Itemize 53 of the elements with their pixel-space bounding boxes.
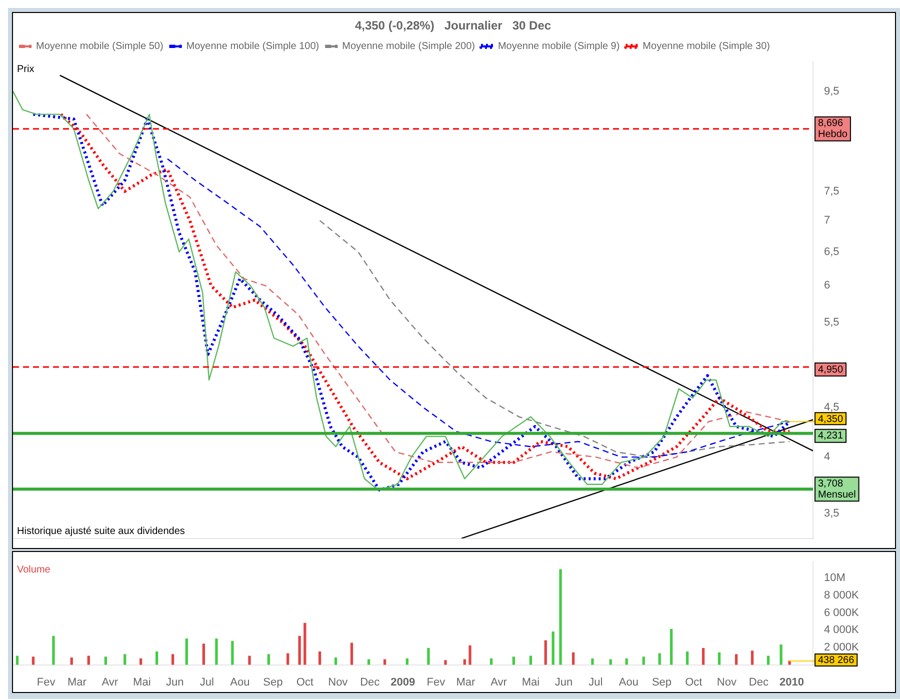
ref-line-label: 3,708 Mensuel <box>818 478 856 500</box>
x-tick-label: Dec <box>360 676 380 688</box>
y-tick-label: 6 <box>824 280 830 292</box>
legend-label: Moyenne mobile (Simple 200) <box>342 41 475 52</box>
y-tick-label: 10M <box>824 572 846 584</box>
ref-line-label: 8,696 Hebdo <box>818 118 848 140</box>
y-tick-label: 2 000K <box>824 641 860 654</box>
y-tick-label: 9,5 <box>824 85 840 98</box>
x-tick-label: Jun <box>554 676 573 688</box>
annotation: Historique ajusté suite aux dividendes <box>17 526 185 538</box>
x-tick-label: Mar <box>456 676 476 688</box>
y-tick-label: 7 <box>824 214 830 227</box>
y-tick-label: 7,5 <box>824 185 840 198</box>
y-tick-label: 4 <box>824 451 830 464</box>
ref-line-label: 4,231 <box>818 430 844 442</box>
x-tick-label: Aou <box>230 676 250 688</box>
legend-label: Moyenne mobile (Simple 30) <box>642 41 770 52</box>
y-tick-label: 4,5 <box>824 401 840 414</box>
x-tick-label: Sep <box>263 676 283 688</box>
x-tick-label: Avr <box>102 676 118 688</box>
x-tick-label: Mai <box>133 676 151 688</box>
y-tick-label: 6,5 <box>824 246 840 258</box>
y-axis-title: Volume <box>17 564 51 576</box>
legend-label: Moyenne mobile (Simple 50) <box>36 41 164 52</box>
x-tick-label: 2009 <box>390 676 416 688</box>
x-tick-label: Fev <box>426 676 446 688</box>
y-tick-label: 3,5 <box>824 508 840 520</box>
x-tick-label: Fev <box>36 676 56 688</box>
annotation: 4,350 <box>818 414 844 425</box>
y-tick-label: 6 000K <box>824 606 860 619</box>
y-tick-label: 4 000K <box>824 624 860 636</box>
ref-line-label: 4,950 <box>818 364 844 376</box>
x-tick-label: Oct <box>685 676 702 688</box>
x-tick-label: Jul <box>588 676 603 688</box>
y-tick-label: 5,5 <box>824 316 840 329</box>
x-tick-label: Aou <box>618 676 638 688</box>
x-tick-label: Oct <box>296 676 314 688</box>
x-tick-label: Nov <box>716 676 737 688</box>
x-tick-label: Avr <box>490 676 508 688</box>
x-tick-label: Mar <box>67 676 87 688</box>
x-tick-label: Sep <box>652 676 672 688</box>
legend-label: Moyenne mobile (Simple 100) <box>186 41 320 52</box>
x-tick-label: Nov <box>328 676 348 688</box>
annotation: 438 266 <box>818 655 855 666</box>
x-tick-label: Jun <box>166 676 184 688</box>
x-tick-label: Mai <box>522 676 540 688</box>
legend-label: Moyenne mobile (Simple 9) <box>498 41 620 52</box>
x-tick-label: Dec <box>748 676 769 688</box>
x-tick-label: 2010 <box>779 676 804 688</box>
x-tick-label: Jul <box>200 676 214 688</box>
y-axis-title: Prix <box>17 64 34 76</box>
chart-title: 4,350 (-0,28%) Journalier 30 Dec <box>354 18 552 33</box>
y-tick-label: 8 000K <box>824 589 860 602</box>
